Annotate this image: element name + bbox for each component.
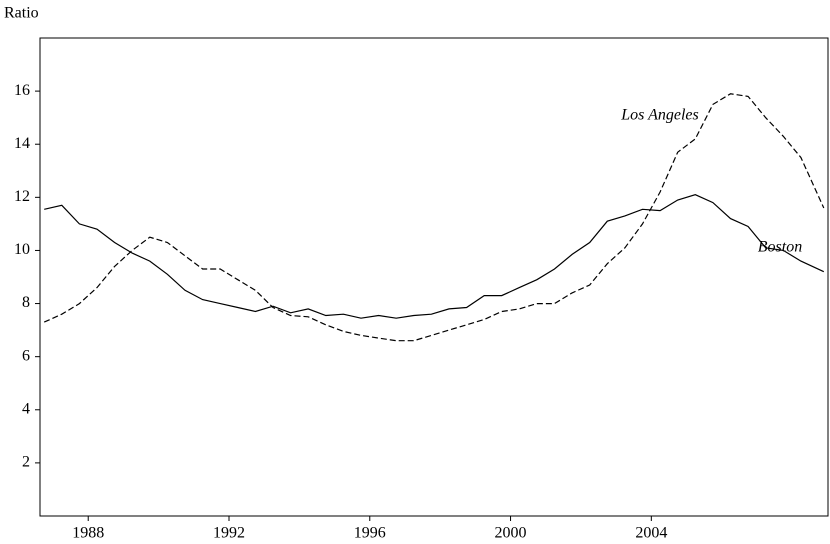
y-tick-label: 14 — [14, 135, 30, 152]
plot-frame — [39, 37, 829, 517]
y-tick-label: 6 — [22, 347, 30, 364]
y-tick-label: 16 — [14, 82, 30, 99]
x-tick-label: 2000 — [495, 525, 527, 542]
y-tick-label: 4 — [22, 400, 30, 417]
y-axis-label: Ratio — [4, 5, 39, 22]
series-line — [43, 93, 825, 342]
y-tick-label: 2 — [22, 454, 30, 471]
x-tick-label: 1996 — [354, 525, 386, 542]
x-tick-label: 1988 — [72, 525, 104, 542]
series-line — [44, 194, 825, 319]
x-tick-label: 1992 — [213, 525, 245, 542]
x-tick-label: 2004 — [635, 525, 667, 542]
y-tick-label: 12 — [14, 188, 30, 205]
series-label: Los Angeles — [620, 107, 698, 124]
y-tick-label: 10 — [14, 241, 30, 258]
y-tick-label: 8 — [22, 294, 30, 311]
series-label: Boston — [758, 239, 802, 256]
